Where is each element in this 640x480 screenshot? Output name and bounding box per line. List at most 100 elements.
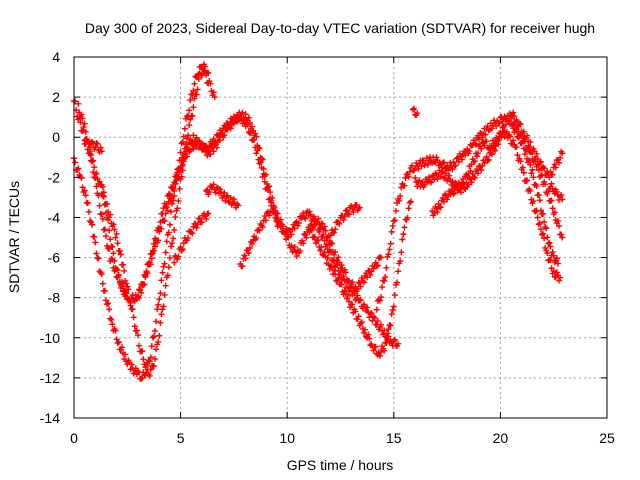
data-point <box>310 213 317 220</box>
data-point <box>352 308 359 315</box>
data-point <box>556 277 563 284</box>
data-point <box>527 138 534 145</box>
data-point <box>367 271 374 278</box>
data-point <box>449 178 456 185</box>
data-point <box>415 165 422 172</box>
data-point <box>93 183 100 190</box>
data-point <box>175 253 182 260</box>
data-point <box>86 144 93 151</box>
data-track <box>373 112 566 313</box>
data-point <box>527 187 534 194</box>
data-point <box>190 145 197 152</box>
data-point <box>156 332 163 339</box>
data-point <box>527 161 534 168</box>
data-point <box>354 285 361 292</box>
data-point <box>488 151 495 158</box>
data-point <box>81 187 88 194</box>
data-point <box>453 155 460 162</box>
data-track <box>134 109 282 301</box>
data-point <box>489 137 496 144</box>
data-point <box>136 342 143 349</box>
data-point <box>378 348 385 355</box>
data-point <box>314 219 321 226</box>
data-point <box>542 224 549 231</box>
data-point <box>445 167 452 174</box>
data-point <box>95 192 102 199</box>
data-point <box>455 158 462 165</box>
data-point <box>266 212 273 219</box>
data-point <box>108 316 115 323</box>
data-point <box>91 174 98 181</box>
data-point <box>479 134 486 141</box>
data-point <box>514 152 521 159</box>
data-point <box>506 133 513 140</box>
data-point <box>183 113 190 120</box>
data-point <box>332 271 339 278</box>
data-point <box>102 233 109 240</box>
data-point <box>84 200 91 207</box>
data-point <box>133 327 140 334</box>
data-point <box>166 221 173 228</box>
data-point <box>373 306 380 313</box>
data-point <box>517 121 524 128</box>
data-point <box>295 220 302 227</box>
data-point <box>534 214 541 221</box>
data-point <box>502 121 509 128</box>
data-point <box>109 243 116 250</box>
data-point <box>384 330 391 337</box>
data-point <box>163 201 170 208</box>
data-point <box>405 173 412 180</box>
data-point <box>387 322 394 329</box>
data-point <box>176 185 183 192</box>
data-point <box>72 98 79 105</box>
data-point <box>89 221 96 228</box>
data-point <box>355 313 362 320</box>
data-point <box>155 224 162 231</box>
data-point <box>196 215 203 222</box>
data-point <box>75 165 82 172</box>
data-point <box>397 258 404 265</box>
data-point <box>86 218 93 225</box>
data-point <box>354 316 361 323</box>
data-point <box>96 178 103 185</box>
data-point <box>351 290 358 297</box>
data-point <box>120 281 127 288</box>
data-point <box>121 267 128 274</box>
data-point <box>472 141 479 148</box>
data-point <box>365 331 372 338</box>
data-point <box>259 156 266 163</box>
data-point <box>175 197 182 204</box>
data-point <box>205 146 212 153</box>
data-point <box>335 254 342 261</box>
data-point <box>131 323 138 330</box>
data-point <box>547 257 554 264</box>
y-tick-label: 4 <box>52 49 60 65</box>
data-point <box>78 175 85 182</box>
data-point <box>156 296 163 303</box>
data-point <box>450 190 457 197</box>
data-point <box>446 172 453 179</box>
data-point <box>323 241 330 248</box>
data-point <box>98 211 105 218</box>
data-point <box>356 204 363 211</box>
data-point <box>333 278 340 285</box>
data-point <box>227 194 234 201</box>
data-point <box>245 114 252 121</box>
axis-ticks: 0 5 10 15 20 25 -14 -12 -10 -8 -6 -4 -2 0 2 4 <box>40 49 615 446</box>
data-point <box>340 216 347 223</box>
data-point <box>279 223 286 230</box>
data-point <box>395 340 402 347</box>
data-point <box>207 151 214 158</box>
data-point <box>168 208 175 215</box>
data-point <box>551 161 558 168</box>
data-point <box>164 272 171 279</box>
data-point <box>79 184 86 191</box>
data-point <box>546 239 553 246</box>
data-point <box>127 299 134 306</box>
data-point <box>194 221 201 228</box>
data-point <box>349 279 356 286</box>
data-point <box>547 243 554 250</box>
data-point <box>242 111 249 118</box>
data-point <box>549 171 556 178</box>
